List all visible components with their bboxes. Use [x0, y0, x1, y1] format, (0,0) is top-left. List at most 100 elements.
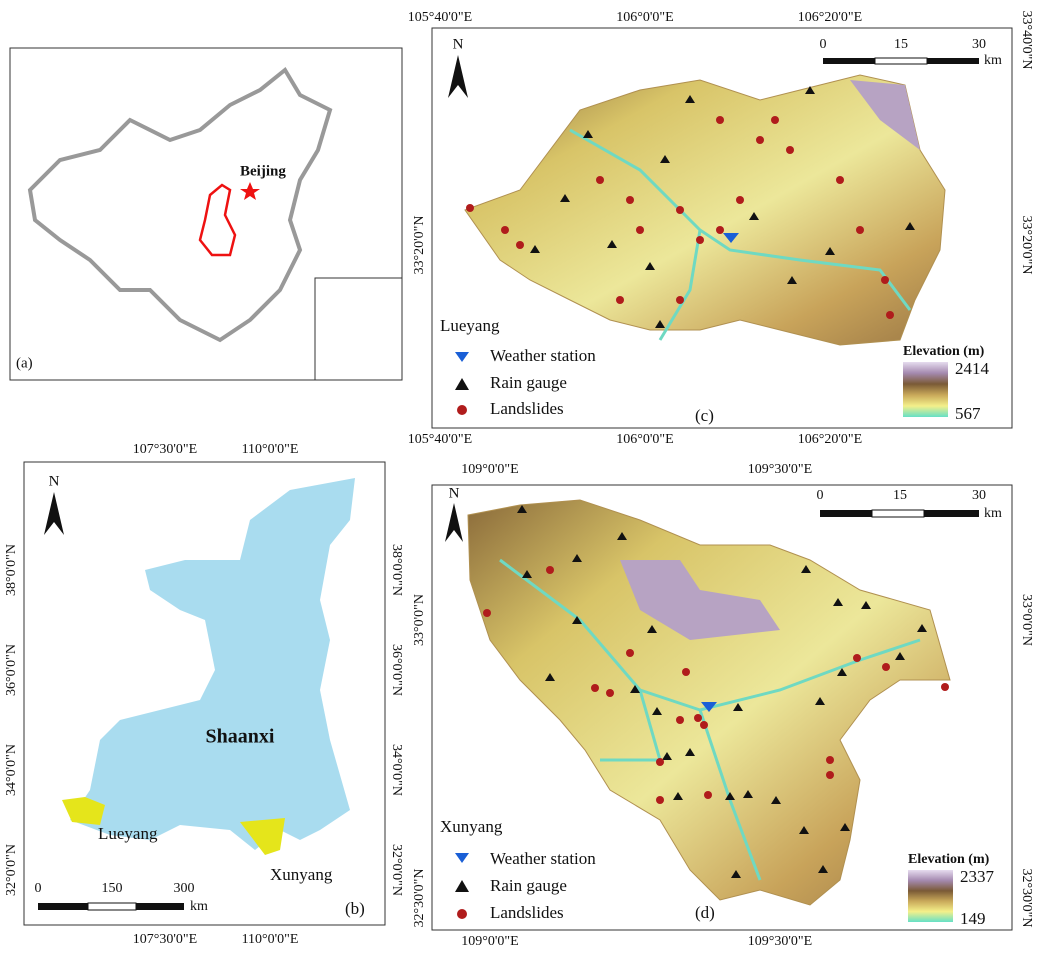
scale-unit: km: [984, 53, 1002, 68]
rain-gauge: [583, 130, 593, 138]
elevation-max: 2337: [960, 867, 995, 886]
landslide: [466, 204, 474, 212]
bottom-tick: 110°0'0"E: [242, 932, 299, 947]
top-tick: 106°0'0"E: [616, 10, 673, 25]
legend-item: Landslides: [490, 399, 564, 418]
elevation-ramp: [908, 870, 953, 922]
panel-label: (b): [345, 899, 365, 918]
rain-gauge: [818, 865, 828, 873]
landslides: [466, 116, 894, 319]
rain-gauge: [749, 212, 759, 220]
rain-gauge: [660, 155, 670, 163]
landslide: [856, 226, 864, 234]
legend-weather: [455, 352, 469, 362]
rain-gauge: [560, 194, 570, 202]
scale-label: 30: [972, 488, 986, 503]
left-tick: 33°20'0"N: [412, 216, 427, 275]
landslide: [736, 196, 744, 204]
shaanxi: [70, 478, 355, 850]
figure: [87, 902, 137, 911]
landslide: [704, 791, 712, 799]
landslide: [676, 206, 684, 214]
bottom-tick: 106°20'0"E: [798, 432, 862, 447]
landslide: [616, 296, 624, 304]
panel-label: (d): [695, 903, 715, 922]
landslide: [606, 689, 614, 697]
landslide: [626, 196, 634, 204]
city-label: Beijing: [240, 163, 286, 179]
rain-gauge: [652, 707, 662, 715]
legend-landslide: [457, 405, 467, 415]
landslide: [826, 771, 834, 779]
landslide: [676, 716, 684, 724]
landslide: [826, 756, 834, 764]
scale-label: 150: [102, 881, 123, 896]
legend-item: Rain gauge: [490, 876, 567, 895]
left-tick: 32°0'0"N: [4, 844, 19, 896]
landslides: [483, 566, 949, 804]
landslide: [676, 296, 684, 304]
bottom-tick: 109°0'0"E: [461, 934, 518, 949]
lueyang-area: [62, 797, 105, 825]
high-elevation: [620, 560, 780, 640]
rain-gauge: [771, 796, 781, 804]
scale-label: 0: [820, 37, 827, 52]
figure: [136, 903, 184, 910]
north-label: N: [449, 485, 460, 501]
rain-gauge: [787, 276, 797, 284]
rain-gauge: [685, 748, 695, 756]
inset-frame: [314, 277, 403, 381]
landslide: [700, 721, 708, 729]
right-tick: 33°20'0"N: [1019, 216, 1034, 275]
scale-label: 15: [894, 37, 908, 52]
elevation-title: Elevation (m): [908, 852, 990, 867]
legend-item: Weather station: [490, 346, 596, 365]
right-tick: 33°0'0"N: [1019, 594, 1034, 646]
rain-gauge: [833, 598, 843, 606]
high-elevation: [850, 80, 920, 150]
top-tick: 109°0'0"E: [461, 462, 518, 477]
scale-label: 0: [817, 488, 824, 503]
rain-gauge: [840, 823, 850, 831]
landslide: [626, 649, 634, 657]
landslide: [546, 566, 554, 574]
rain-gauge: [662, 752, 672, 760]
right-tick: 32°30'0"N: [1019, 869, 1034, 928]
landslide: [771, 116, 779, 124]
north-arrow: [445, 503, 463, 542]
panel-label: (c): [695, 406, 714, 425]
scale-label: 300: [174, 881, 195, 896]
top-tick: 110°0'0"E: [242, 442, 299, 457]
elevation-title: Elevation (m): [903, 344, 985, 359]
rain-gauge: [801, 565, 811, 573]
rain-gauge: [805, 86, 815, 94]
landslide: [696, 236, 704, 244]
left-tick: 33°0'0"N: [412, 594, 427, 646]
landslide: [694, 714, 702, 722]
china-outline: [27, 67, 333, 343]
rain-gauge: [861, 601, 871, 609]
landslide: [656, 796, 664, 804]
top-tick: 106°20'0"E: [798, 10, 862, 25]
rain-gauge: [647, 625, 657, 633]
bottom-tick: 105°40'0"E: [408, 432, 472, 447]
site-label: Lueyang: [98, 824, 158, 843]
elevation-min: 149: [960, 909, 986, 928]
top-tick: 109°30'0"E: [748, 462, 812, 477]
north-label: N: [453, 36, 464, 52]
scale-unit: km: [984, 506, 1002, 521]
left-tick: 34°0'0"N: [4, 744, 19, 796]
weather-station: [701, 702, 717, 712]
landslide: [716, 116, 724, 124]
landslide: [596, 176, 604, 184]
scale-bar: [820, 510, 872, 517]
landslide: [882, 663, 890, 671]
legend-title: Lueyang: [440, 316, 500, 335]
landslide: [853, 654, 861, 662]
scale-label: 0: [35, 881, 42, 896]
scale-bar: [823, 58, 875, 64]
rain-gauge: [572, 616, 582, 624]
legend-rain: [455, 880, 469, 892]
